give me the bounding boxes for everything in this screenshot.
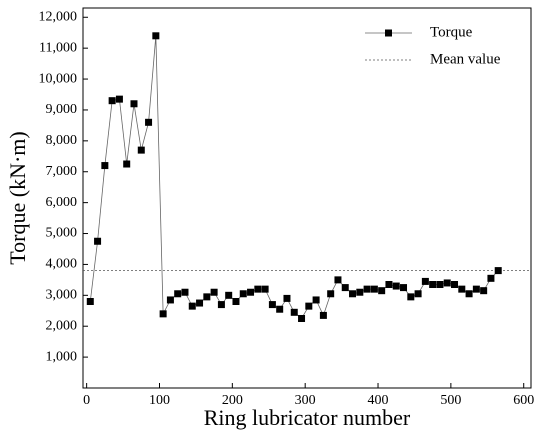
point: [414, 290, 422, 298]
y-tick-label: 4,000: [46, 257, 78, 272]
x-tick-label: 500: [440, 393, 461, 408]
point: [385, 281, 393, 289]
torque-line: [89, 35, 499, 320]
point: [268, 301, 276, 309]
point: [400, 284, 408, 292]
y-tick-label: 6,000: [46, 195, 78, 210]
point: [239, 290, 247, 298]
point: [115, 95, 123, 103]
point: [130, 100, 138, 108]
point: [472, 285, 480, 293]
point: [225, 291, 233, 299]
point: [94, 237, 102, 245]
point: [370, 285, 378, 293]
point: [378, 287, 386, 295]
point: [465, 290, 473, 298]
legend-label: Torque: [430, 24, 473, 40]
point: [349, 290, 357, 298]
point: [305, 302, 313, 310]
y-tick-label: 7,000: [46, 164, 78, 179]
point: [108, 97, 116, 105]
point: [137, 146, 145, 154]
x-tick-label: 100: [149, 393, 170, 408]
x-tick-label: 400: [368, 393, 389, 408]
point: [319, 311, 327, 319]
point: [247, 288, 255, 296]
point: [254, 285, 262, 293]
point: [261, 285, 269, 293]
point: [436, 281, 444, 289]
point: [290, 308, 298, 316]
point: [407, 293, 415, 301]
y-tick-label: 9,000: [46, 102, 78, 117]
legend-label: Mean value: [430, 51, 501, 67]
x-axis-title: Ring lubricator number: [204, 405, 411, 430]
point: [210, 288, 218, 296]
point: [232, 297, 240, 305]
point: [429, 281, 437, 289]
x-tick-label: 600: [513, 393, 534, 408]
point: [174, 290, 182, 298]
y-tick-label: 3,000: [46, 288, 78, 303]
point: [123, 160, 131, 168]
point: [159, 310, 167, 318]
point: [86, 297, 94, 305]
legend-marker: [385, 29, 392, 37]
point: [443, 279, 451, 287]
point: [196, 299, 204, 307]
y-tick-label: 2,000: [46, 318, 78, 333]
point: [341, 284, 349, 292]
point: [203, 293, 211, 301]
point: [145, 118, 153, 126]
point: [356, 288, 364, 296]
y-tick-label: 10,000: [39, 71, 78, 86]
y-tick-label: 8,000: [46, 133, 78, 148]
x-tick-label: 200: [222, 393, 243, 408]
point: [181, 288, 189, 296]
point: [298, 314, 306, 322]
point: [101, 162, 109, 170]
y-tick-label: 1,000: [46, 349, 78, 364]
y-tick-label: 12,000: [39, 9, 78, 24]
plot-frame: [82, 7, 532, 389]
y-axis-title: Torque (kN·m): [5, 131, 30, 264]
point: [363, 285, 371, 293]
y-tick-label: 11,000: [39, 40, 77, 55]
y-tick-label: 5,000: [46, 226, 78, 241]
point: [276, 305, 284, 313]
point: [166, 296, 174, 304]
point: [487, 274, 495, 282]
x-tick-label: 0: [83, 393, 90, 408]
point: [480, 287, 488, 295]
point: [334, 276, 342, 284]
point: [451, 281, 459, 289]
point: [421, 277, 429, 285]
point: [392, 282, 400, 290]
point: [283, 294, 291, 302]
point: [217, 301, 225, 309]
point: [188, 302, 196, 310]
point: [152, 32, 160, 40]
point: [458, 285, 466, 293]
point: [494, 267, 502, 275]
point: [327, 290, 335, 298]
point: [312, 296, 320, 304]
x-tick-label: 300: [295, 393, 316, 408]
